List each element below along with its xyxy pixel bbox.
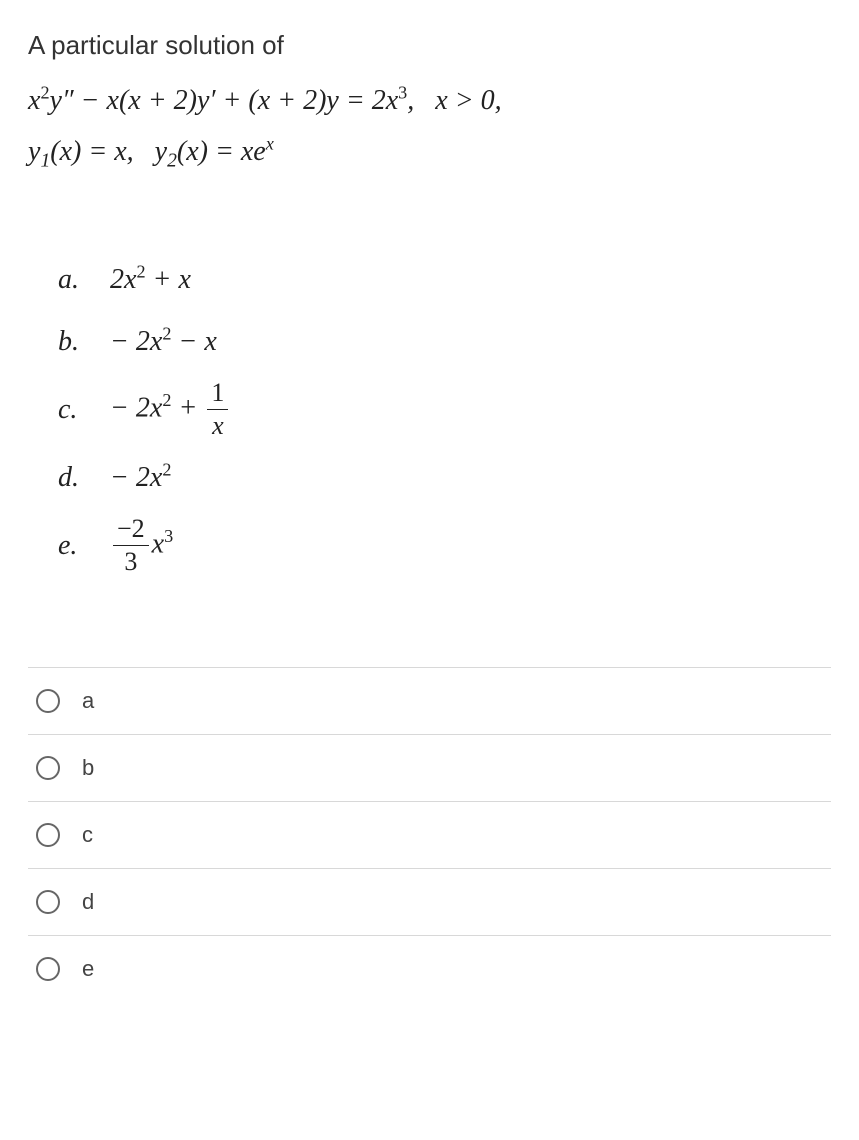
answer-option-d[interactable]: d	[28, 869, 831, 936]
answer-label-e: e	[82, 956, 94, 982]
option-b: b. − 2x2 − x	[58, 317, 831, 367]
answer-option-a[interactable]: a	[28, 667, 831, 735]
radio-icon[interactable]	[36, 823, 60, 847]
answer-label-c: c	[82, 822, 93, 848]
equation-line-2: y1(x) = x, y2(x) = xex	[28, 130, 831, 175]
equation-line-1: x2y″ − x(x + 2)y′ + (x + 2)y = 2x3, x > …	[28, 79, 831, 124]
option-a: a. 2x2 + x	[58, 255, 831, 305]
answer-list: a b c d e	[28, 667, 831, 1002]
answer-option-b[interactable]: b	[28, 735, 831, 802]
option-math-e: −23x3	[110, 515, 173, 577]
radio-icon[interactable]	[36, 756, 60, 780]
option-letter-a: a.	[58, 264, 110, 296]
answer-label-b: b	[82, 755, 94, 781]
question-header: A particular solution of	[28, 30, 831, 61]
option-letter-c: c.	[58, 394, 110, 426]
answer-option-e[interactable]: e	[28, 936, 831, 1002]
option-math-c: − 2x2 + 1x	[110, 379, 231, 441]
option-letter-d: d.	[58, 462, 110, 494]
answer-label-a: a	[82, 688, 94, 714]
option-c: c. − 2x2 + 1x	[58, 379, 831, 441]
radio-icon[interactable]	[36, 689, 60, 713]
option-math-b: − 2x2 − x	[110, 326, 217, 358]
option-letter-b: b.	[58, 326, 110, 358]
option-letter-e: e.	[58, 530, 110, 562]
option-math-a: 2x2 + x	[110, 264, 191, 296]
option-d: d. − 2x2	[58, 453, 831, 503]
option-e: e. −23x3	[58, 515, 831, 577]
math-options-block: a. 2x2 + x b. − 2x2 − x c. − 2x2 + 1x d.…	[58, 255, 831, 577]
option-math-d: − 2x2	[110, 462, 171, 494]
equation-block: x2y″ − x(x + 2)y′ + (x + 2)y = 2x3, x > …	[28, 79, 831, 175]
radio-icon[interactable]	[36, 957, 60, 981]
radio-icon[interactable]	[36, 890, 60, 914]
answer-option-c[interactable]: c	[28, 802, 831, 869]
answer-label-d: d	[82, 889, 94, 915]
